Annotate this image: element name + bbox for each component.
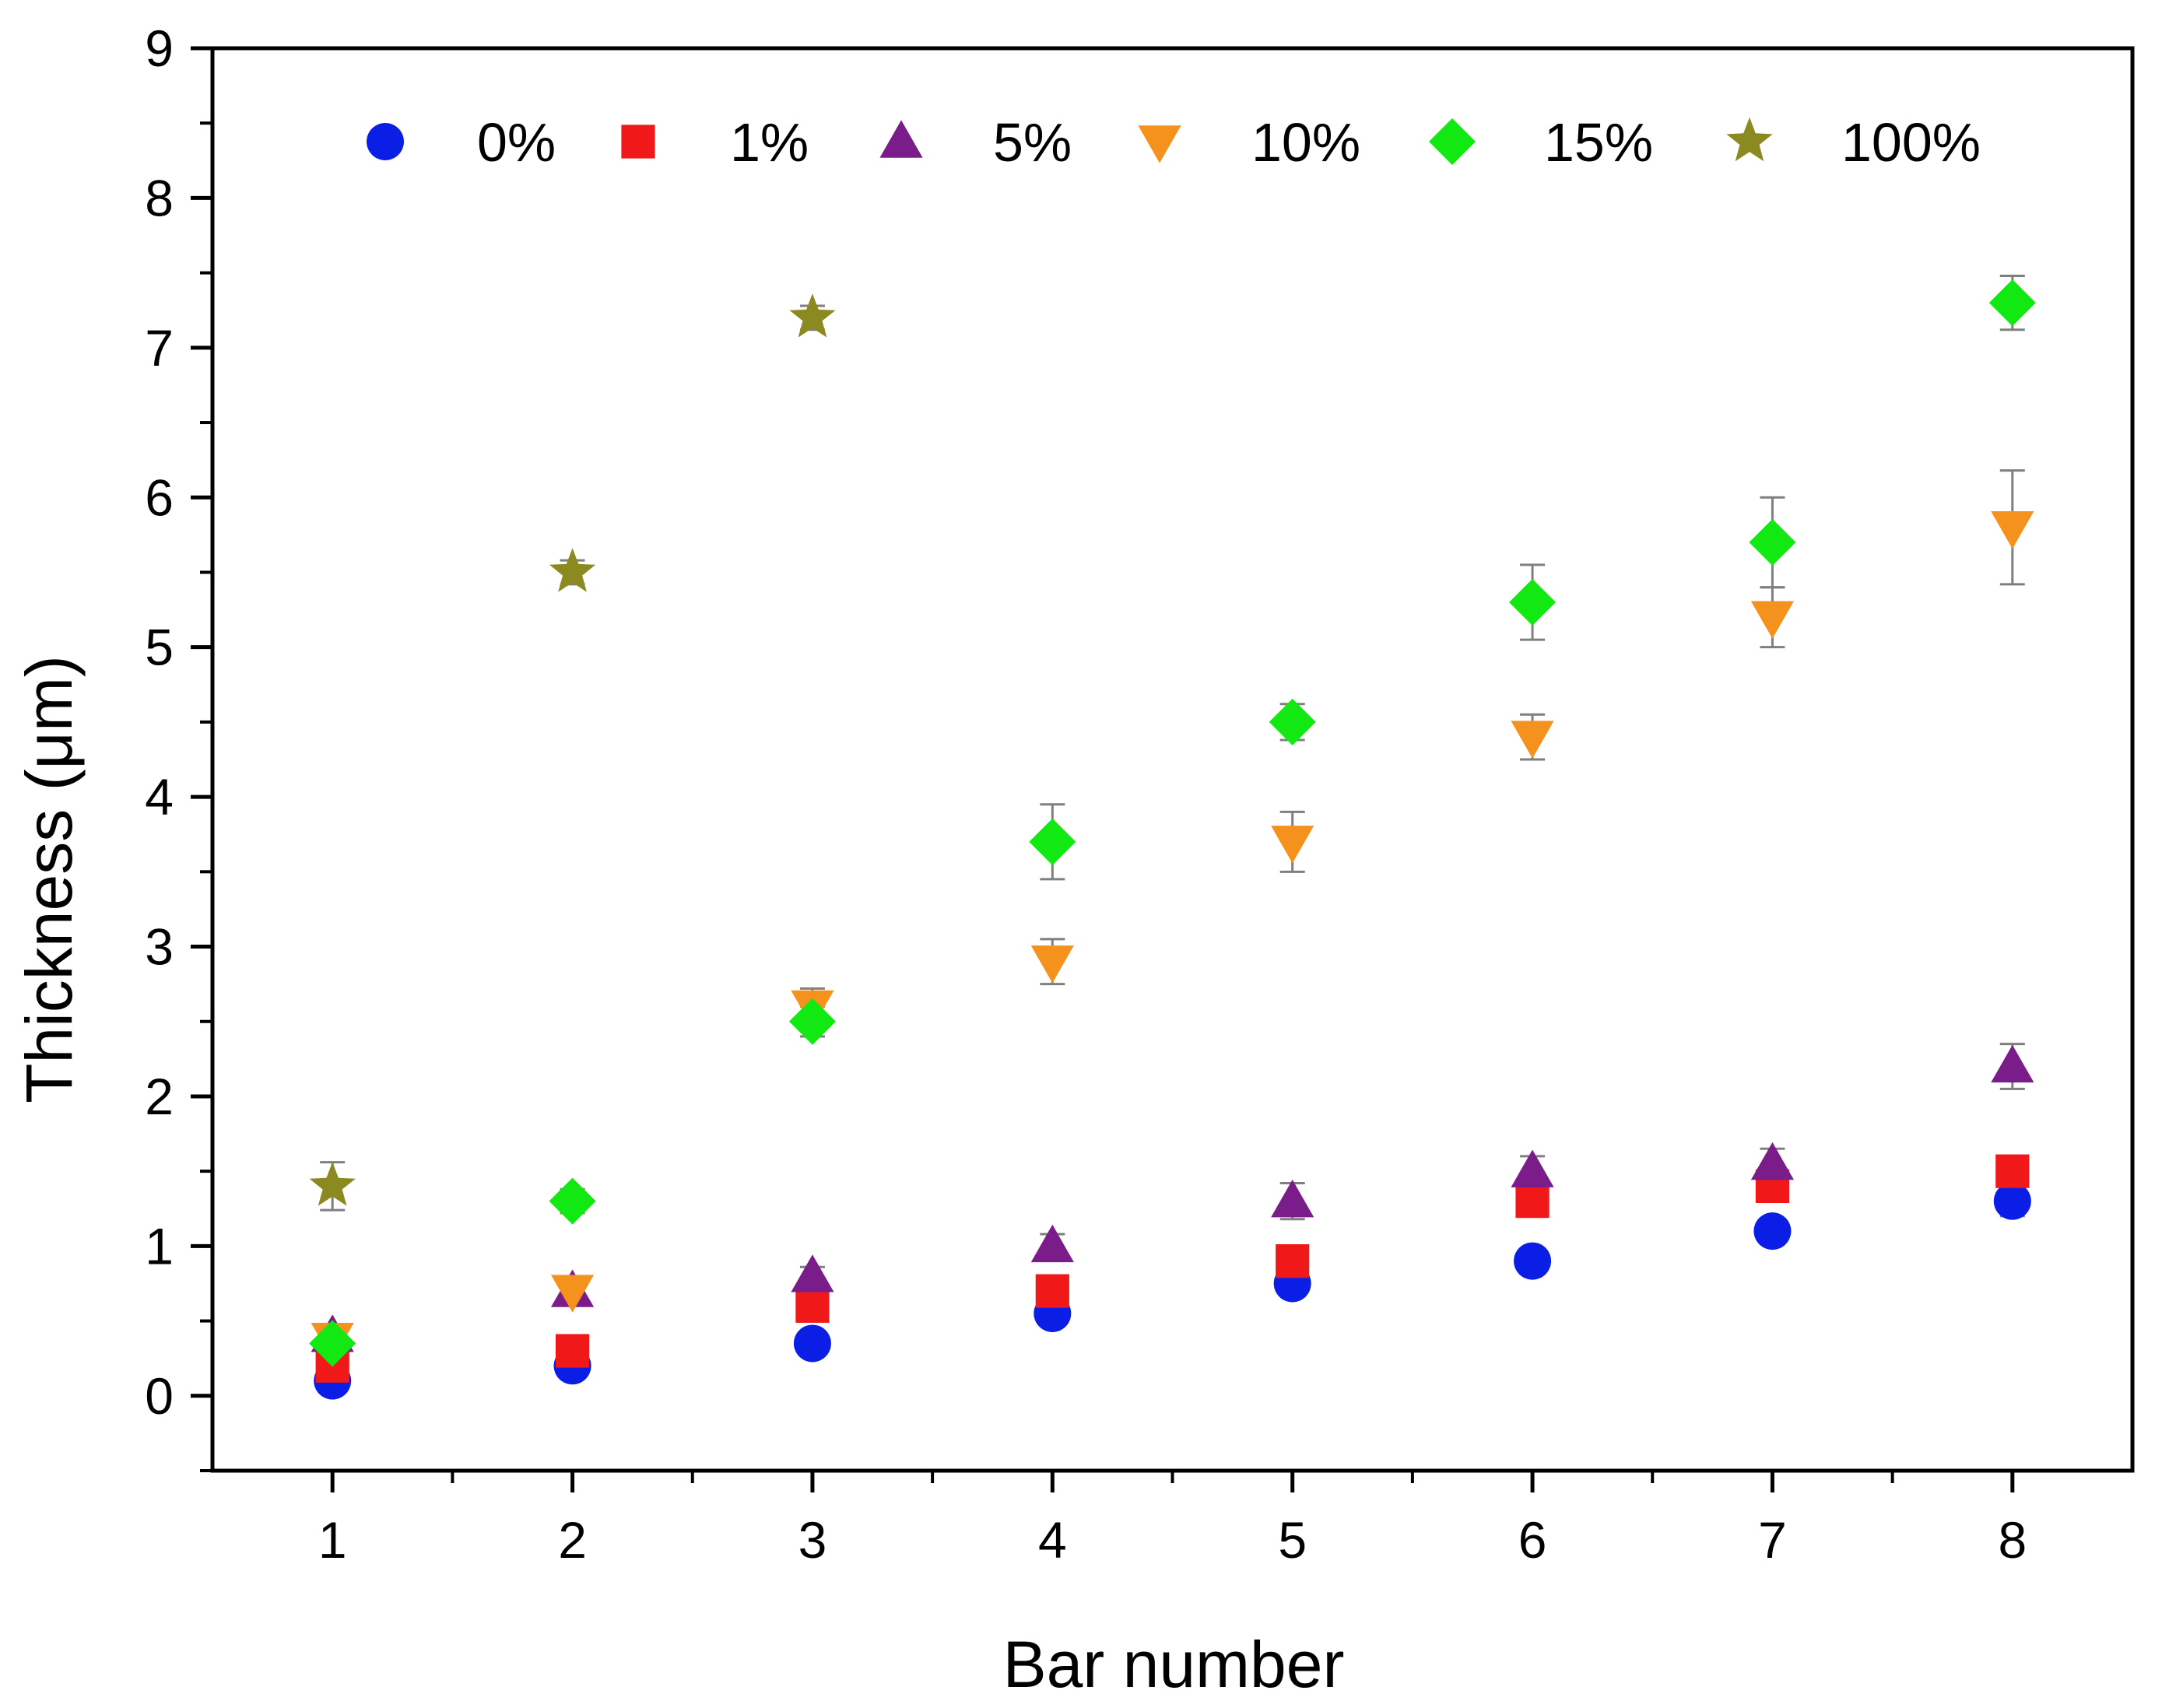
y-tick-label: 7 <box>145 319 174 377</box>
data-point-15pct <box>309 1320 356 1367</box>
legend-item-1pct: 1% <box>621 112 809 173</box>
data-point-5pct <box>791 1254 834 1292</box>
y-tick-label: 2 <box>145 1068 174 1125</box>
data-point-15pct <box>1269 698 1316 745</box>
legend-item-10pct: 10% <box>1138 112 1360 173</box>
x-tick-label: 3 <box>798 1511 827 1569</box>
x-tick-label: 1 <box>318 1511 347 1569</box>
data-point-10pct <box>1030 945 1074 984</box>
data-point-15pct <box>1988 279 2036 327</box>
data-point-0pct <box>1753 1212 1792 1250</box>
y-axis-title: Thickness (μm) <box>12 655 86 1103</box>
data-point-5pct <box>1991 1044 2034 1083</box>
legend-marker-15pct <box>1429 118 1476 165</box>
data-point-15pct <box>1509 578 1557 626</box>
data-point-5pct <box>1030 1224 1074 1263</box>
data-point-10pct <box>1750 601 1795 639</box>
data-point-0pct <box>1993 1182 2031 1220</box>
x-tick-label: 4 <box>1038 1511 1067 1569</box>
x-tick-label: 2 <box>558 1511 587 1569</box>
data-point-10pct <box>1511 721 1554 759</box>
axis-ticks <box>191 46 2015 1492</box>
data-points <box>309 279 2036 1400</box>
legend-label-1pct: 1% <box>730 112 809 173</box>
x-tick-label: 7 <box>1758 1511 1787 1569</box>
data-point-1pct <box>1515 1184 1550 1219</box>
x-tick-label: 5 <box>1278 1511 1307 1569</box>
data-point-0pct <box>793 1324 831 1363</box>
y-tick-label: 6 <box>145 468 174 526</box>
y-tick-label: 5 <box>145 619 174 676</box>
legend-marker-5pct <box>879 120 923 158</box>
data-point-100pct <box>549 548 596 592</box>
legend: 0% 1% 5% 10% 15% 100% <box>367 112 1981 173</box>
data-point-100pct <box>309 1162 356 1206</box>
legend-label-10pct: 10% <box>1251 112 1360 173</box>
data-point-1pct <box>1276 1244 1310 1278</box>
data-point-100pct <box>789 293 836 338</box>
data-point-1pct <box>1035 1274 1069 1308</box>
legend-label-5pct: 5% <box>993 112 1072 173</box>
y-tick-label: 9 <box>145 19 174 77</box>
data-point-1pct <box>795 1289 830 1323</box>
data-point-10pct <box>1271 826 1314 864</box>
data-point-0pct <box>1514 1242 1552 1280</box>
data-point-5pct <box>1750 1142 1795 1180</box>
plot-frame <box>210 46 2135 1473</box>
x-tick-label: 8 <box>1998 1511 2027 1569</box>
y-tick-label: 4 <box>145 768 174 826</box>
y-tick-label: 3 <box>145 918 174 976</box>
x-axis-title: Bar number <box>1003 1628 1345 1701</box>
legend-marker-0pct <box>367 123 404 160</box>
y-tick-label: 1 <box>145 1217 174 1275</box>
data-point-1pct <box>1995 1154 2030 1188</box>
legend-item-15pct: 15% <box>1429 112 1653 173</box>
data-point-1pct <box>555 1334 590 1368</box>
data-point-10pct <box>550 1275 595 1313</box>
legend-item-5pct: 5% <box>879 112 1072 173</box>
data-point-5pct <box>1271 1180 1314 1218</box>
legend-item-100pct: 100% <box>1726 112 1981 173</box>
legend-marker-10pct <box>1138 125 1181 163</box>
axis-tick-labels: 0 1 2 3 4 5 6 7 8 9 1 2 3 4 5 6 7 8 <box>145 19 2027 1569</box>
data-point-15pct <box>788 998 836 1045</box>
legend-label-0pct: 0% <box>477 112 556 173</box>
legend-label-15pct: 15% <box>1544 112 1653 173</box>
data-point-15pct <box>549 1177 596 1225</box>
data-point-10pct <box>1991 511 2034 549</box>
legend-label-100pct: 100% <box>1841 112 1981 173</box>
y-tick-label: 8 <box>145 169 174 226</box>
data-point-15pct <box>1029 818 1076 865</box>
legend-marker-1pct <box>621 125 655 159</box>
data-point-5pct <box>1511 1149 1554 1187</box>
y-tick-label: 0 <box>145 1367 174 1425</box>
legend-item-0pct: 0% <box>367 112 556 173</box>
legend-marker-100pct <box>1726 117 1773 162</box>
x-tick-label: 6 <box>1518 1511 1547 1569</box>
data-point-15pct <box>1749 518 1796 566</box>
plot-area-border <box>210 46 2135 1473</box>
